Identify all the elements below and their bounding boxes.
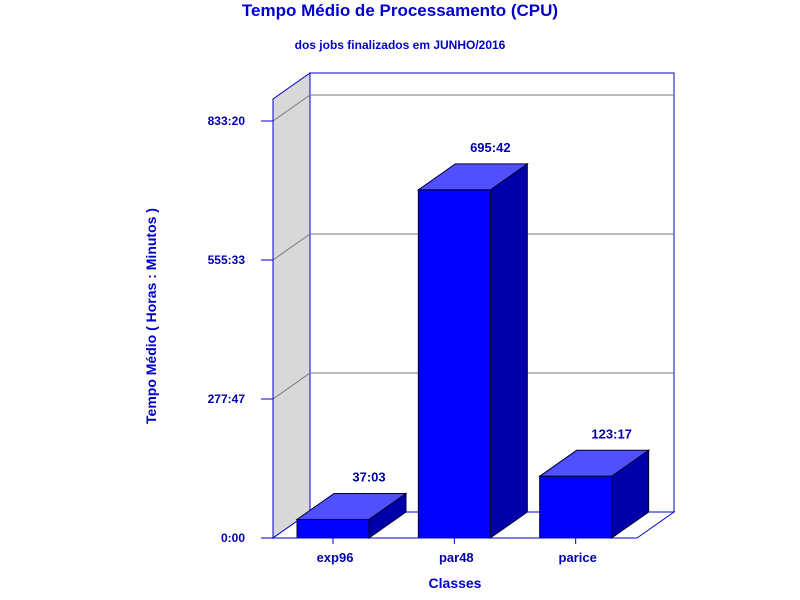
data-label: 123:17 bbox=[591, 426, 631, 441]
chart-subtitle: dos jobs finalizados em JUNHO/2016 bbox=[295, 38, 506, 52]
y-tick-label: 555:33 bbox=[208, 253, 246, 267]
y-tick-label: 0:00 bbox=[221, 531, 245, 545]
gridline-diagonal bbox=[272, 94, 311, 122]
y-tick-label: 833:20 bbox=[208, 114, 246, 128]
x-tick-label: exp96 bbox=[317, 550, 354, 565]
gridline-diagonal bbox=[272, 372, 311, 400]
bar bbox=[417, 189, 491, 539]
data-label: 37:03 bbox=[352, 469, 385, 484]
y-axis-label: Tempo Médio ( Horas : Minutos ) bbox=[143, 208, 159, 424]
x-tick-label: parice bbox=[559, 550, 597, 565]
y-axis: 0:00 277:47 555:33 833:20 bbox=[208, 101, 274, 545]
x-tick-label: par48 bbox=[439, 550, 474, 565]
chart-title: Tempo Médio de Processamento (CPU) bbox=[242, 1, 558, 20]
side-wall bbox=[272, 72, 311, 539]
bar-side bbox=[489, 162, 528, 539]
y-tick-label: 277:47 bbox=[208, 392, 246, 406]
bar bbox=[539, 475, 613, 539]
bar-group: 695:42 bbox=[416, 140, 529, 539]
bar-group: 37:03 bbox=[295, 469, 408, 539]
bar-group: 123:17 bbox=[538, 426, 651, 539]
bar bbox=[296, 518, 370, 539]
data-label: 695:42 bbox=[470, 140, 510, 155]
x-axis-label: Classes bbox=[429, 575, 482, 591]
bars: 37:03 695:42 123:17 bbox=[295, 140, 651, 539]
gridline-diagonal bbox=[272, 233, 311, 261]
x-axis: exp96 par48 parice bbox=[273, 537, 637, 565]
